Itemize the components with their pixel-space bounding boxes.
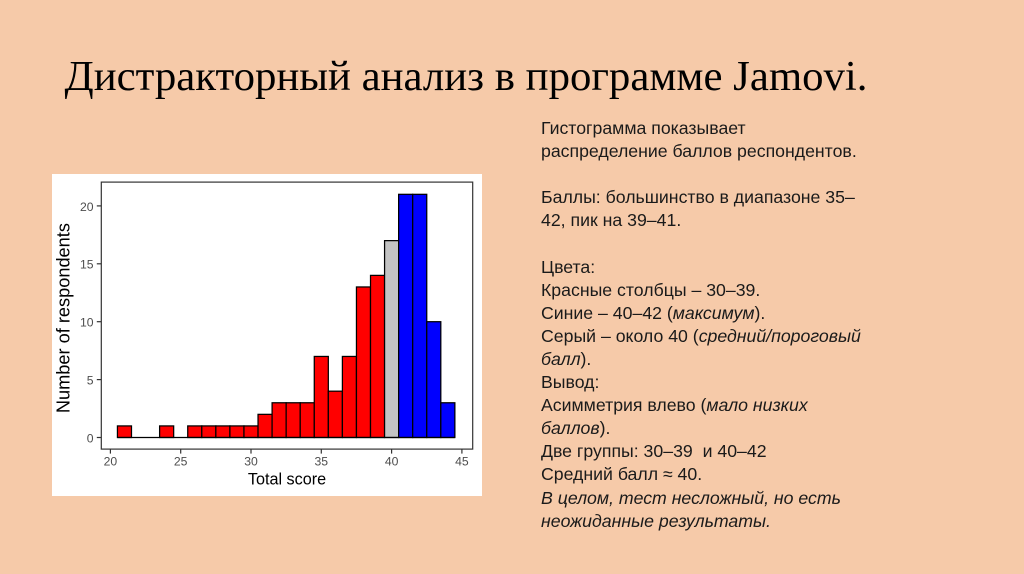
svg-text:Number of respondents: Number of respondents — [54, 223, 74, 413]
svg-text:25: 25 — [174, 454, 188, 468]
svg-text:0: 0 — [87, 431, 94, 445]
svg-text:20: 20 — [80, 200, 94, 214]
svg-text:Total score: Total score — [248, 470, 326, 488]
svg-text:5: 5 — [87, 374, 94, 388]
svg-text:45: 45 — [455, 454, 469, 468]
svg-text:40: 40 — [385, 454, 399, 468]
svg-text:20: 20 — [104, 454, 118, 468]
svg-text:10: 10 — [80, 316, 94, 330]
svg-text:30: 30 — [244, 454, 258, 468]
svg-text:15: 15 — [80, 258, 94, 272]
svg-text:35: 35 — [315, 454, 329, 468]
